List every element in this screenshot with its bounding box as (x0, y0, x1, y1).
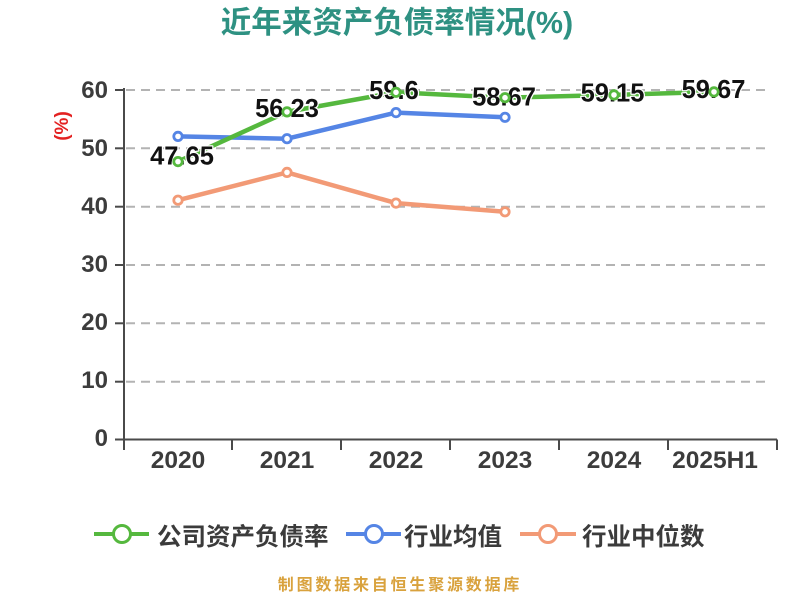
svg-text:行业均值: 行业均值 (404, 523, 502, 551)
svg-text:2021: 2021 (260, 447, 315, 474)
svg-text:30: 30 (81, 251, 108, 278)
svg-text:2022: 2022 (369, 447, 424, 474)
svg-text:47.65: 47.65 (150, 143, 214, 171)
svg-text:2024: 2024 (587, 447, 642, 474)
svg-text:制图数据来自恒生聚源数据库: 制图数据来自恒生聚源数据库 (278, 575, 522, 594)
svg-text:2023: 2023 (478, 447, 533, 474)
svg-text:(%): (%) (52, 111, 73, 141)
svg-text:50: 50 (81, 135, 108, 162)
svg-text:10: 10 (81, 367, 108, 394)
svg-text:2020: 2020 (151, 447, 206, 474)
svg-text:0: 0 (95, 425, 108, 452)
svg-text:20: 20 (81, 309, 108, 336)
svg-text:60: 60 (81, 77, 108, 104)
svg-text:公司资产负债率: 公司资产负债率 (157, 523, 329, 551)
svg-text:40: 40 (81, 193, 108, 220)
svg-text:59.67: 59.67 (682, 76, 746, 104)
svg-text:行业中位数: 行业中位数 (582, 522, 705, 551)
svg-text:59.15: 59.15 (581, 80, 645, 108)
svg-text:近年来资产负债率情况(%): 近年来资产负债率情况(%) (221, 6, 573, 40)
svg-text:2025H1: 2025H1 (672, 447, 758, 474)
